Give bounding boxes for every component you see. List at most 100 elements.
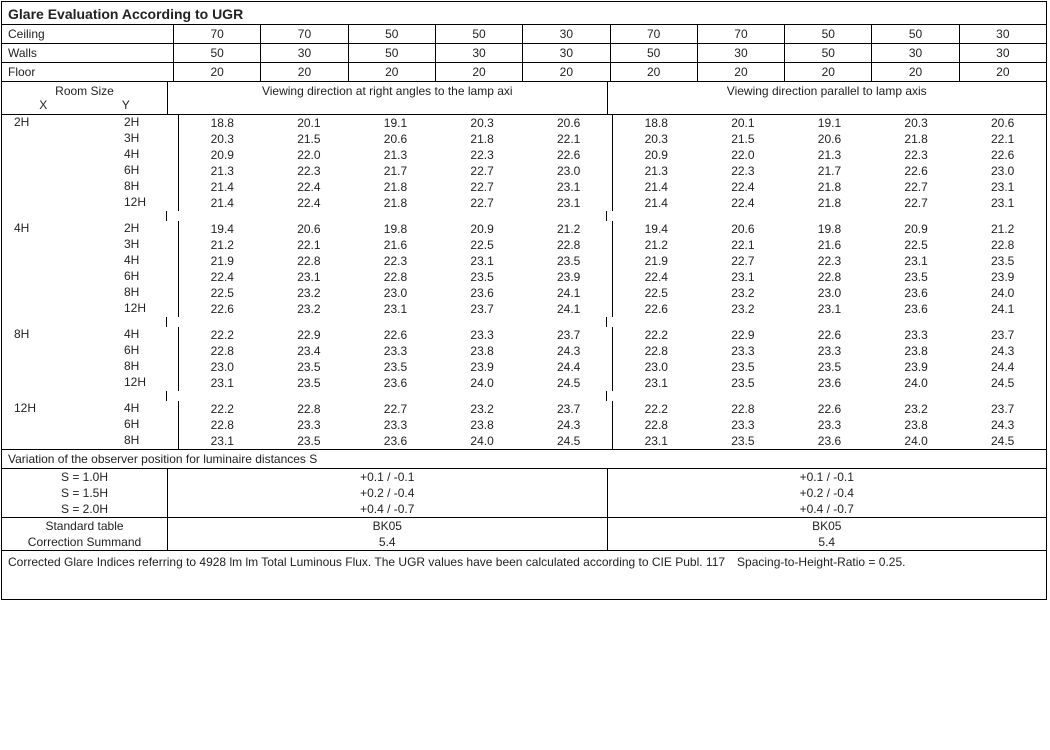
data-cell: 22.7	[439, 195, 526, 211]
y-cell: 12H	[96, 375, 179, 391]
data-cell: 22.3	[700, 163, 787, 179]
header-cell: 20	[174, 63, 261, 81]
std-cell: 5.4	[608, 534, 1047, 550]
variation-label: S = 2.0H	[2, 501, 168, 517]
data-cell: 23.3	[700, 343, 787, 359]
data-cell: 21.3	[786, 147, 873, 163]
data-cell: 21.3	[352, 147, 439, 163]
x-cell	[2, 179, 96, 195]
y-cell: 6H	[96, 417, 179, 433]
x-cell: 12H	[2, 401, 96, 417]
data-cell: 23.2	[266, 301, 353, 317]
std-label: Correction Summand	[2, 534, 168, 550]
header-cell: 50	[174, 44, 261, 62]
header-cell: 30	[698, 44, 785, 62]
data-cell: 21.7	[352, 163, 439, 179]
data-cell: 21.2	[179, 237, 266, 253]
header-cell: 70	[698, 25, 785, 43]
data-cell: 22.4	[700, 179, 787, 195]
data-cell: 20.6	[959, 115, 1046, 131]
data-cell: 24.5	[525, 433, 612, 449]
data-cell: 21.6	[352, 237, 439, 253]
data-cell: 23.2	[266, 285, 353, 301]
data-cell: 22.7	[700, 253, 787, 269]
data-cell: 20.1	[266, 115, 353, 131]
header-label: Ceiling	[2, 25, 174, 43]
data-row: 4H20.922.021.322.322.620.922.021.322.322…	[2, 147, 1046, 163]
data-cell: 20.6	[525, 115, 612, 131]
data-cell: 19.1	[786, 115, 873, 131]
data-cell: 21.8	[873, 131, 960, 147]
data-cell: 23.1	[613, 375, 700, 391]
data-cell: 24.5	[959, 433, 1046, 449]
y-cell: 8H	[96, 285, 179, 301]
data-cell: 23.3	[352, 343, 439, 359]
room-size-label: Room Size	[2, 84, 167, 98]
data-cell: 22.8	[525, 237, 612, 253]
header-cell: 20	[611, 63, 698, 81]
data-cell: 23.0	[179, 359, 266, 375]
data-cell: 22.8	[352, 269, 439, 285]
data-cell: 23.2	[439, 401, 526, 417]
header-cell: 50	[785, 44, 872, 62]
data-cell: 19.1	[352, 115, 439, 131]
data-row: 3H20.321.520.621.822.120.321.520.621.822…	[2, 131, 1046, 147]
data-row: 12H22.623.223.123.724.122.623.223.123.62…	[2, 301, 1046, 317]
data-cell: 24.0	[873, 375, 960, 391]
data-cell: 23.1	[959, 195, 1046, 211]
std-cell: BK05	[168, 518, 608, 534]
data-cell: 23.9	[439, 359, 526, 375]
data-row: 4H2H19.420.619.820.921.219.420.619.820.9…	[2, 221, 1046, 237]
data-row: 6H22.423.122.823.523.922.423.122.823.523…	[2, 269, 1046, 285]
x-cell	[2, 285, 96, 301]
data-cell: 23.1	[525, 179, 612, 195]
header-cell: 50	[349, 25, 436, 43]
data-cell: 21.4	[613, 195, 700, 211]
std-block: Standard tableBK05BK05Correction Summand…	[2, 517, 1046, 550]
data-cell: 23.2	[700, 301, 787, 317]
data-cell: 23.7	[959, 327, 1046, 343]
data-cell: 20.6	[352, 131, 439, 147]
header-cell: 30	[872, 44, 959, 62]
data-cell: 22.1	[700, 237, 787, 253]
data-cell: 21.8	[786, 179, 873, 195]
data-cell: 24.3	[525, 417, 612, 433]
data-cell: 22.4	[179, 269, 266, 285]
data-row: 6H22.823.323.323.824.322.823.323.323.824…	[2, 417, 1046, 433]
data-cell: 23.5	[786, 359, 873, 375]
data-cell: 24.1	[525, 285, 612, 301]
data-cell: 23.6	[786, 433, 873, 449]
data-cell: 22.6	[179, 301, 266, 317]
data-row: 8H23.023.523.523.924.423.023.523.523.924…	[2, 359, 1046, 375]
header-cell: 20	[785, 63, 872, 81]
data-cell: 22.4	[613, 269, 700, 285]
variation-cell: +0.4 / -0.7	[168, 501, 608, 517]
data-cell: 23.5	[700, 359, 787, 375]
data-cell: 22.2	[179, 327, 266, 343]
variation-cell: +0.1 / -0.1	[608, 469, 1047, 485]
x-cell	[2, 163, 96, 179]
data-cell: 23.1	[959, 179, 1046, 195]
variation-title: Variation of the observer position for l…	[2, 449, 1046, 469]
header-cell: 30	[523, 44, 609, 62]
data-row: 8H22.523.223.023.624.122.523.223.023.624…	[2, 285, 1046, 301]
data-cell: 23.6	[352, 375, 439, 391]
data-cell: 23.5	[266, 359, 353, 375]
header-cell: 30	[261, 44, 348, 62]
data-cell: 22.3	[352, 253, 439, 269]
data-cell: 22.2	[613, 401, 700, 417]
variation-row: S = 1.5H+0.2 / -0.4+0.2 / -0.4	[2, 485, 1046, 501]
header-cell: 20	[349, 63, 436, 81]
x-cell	[2, 417, 96, 433]
x-cell	[2, 359, 96, 375]
header-row: Walls50305030305030503030	[2, 44, 1046, 63]
data-cell: 21.8	[352, 195, 439, 211]
data-cell: 23.8	[873, 343, 960, 359]
data-cell: 20.3	[613, 131, 700, 147]
header-row: Ceiling70705050307070505030	[2, 25, 1046, 44]
data-cell: 21.4	[613, 179, 700, 195]
y-cell: 12H	[96, 195, 179, 211]
y-cell: 3H	[96, 237, 179, 253]
data-row: 8H21.422.421.822.723.121.422.421.822.723…	[2, 179, 1046, 195]
x-cell	[2, 433, 96, 449]
